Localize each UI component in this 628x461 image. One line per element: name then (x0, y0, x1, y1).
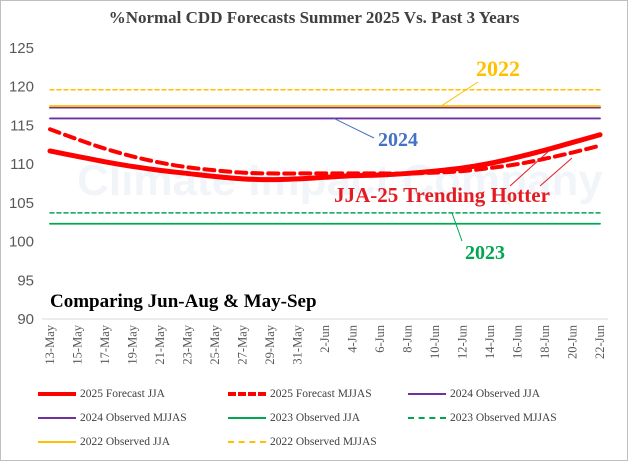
y-tick-label: 120 (9, 79, 34, 96)
legend-swatch (38, 392, 76, 396)
legend-item: 2024 Observed MJJAS (38, 412, 187, 424)
x-tick-label: 10-Jun (428, 324, 442, 359)
legend-item: 2022 Observed MJJAS (228, 436, 377, 448)
x-tick-label: 19-May (126, 324, 140, 364)
x-tick-label: 23-May (181, 324, 195, 364)
x-tick-label: 20-Jun (566, 324, 580, 359)
x-tick-label: 8-Jun (401, 324, 415, 353)
y-tick-label: 95 (17, 272, 34, 289)
y-tick-label: 105 (9, 195, 34, 212)
x-tick-label: 21-May (153, 324, 167, 364)
legend-swatch (38, 417, 76, 419)
x-tick-label: 22-Jun (593, 324, 607, 359)
series-line (48, 127, 602, 176)
x-tick-label: 14-Jun (483, 324, 497, 359)
legend-label: 2025 Forecast JJA (80, 388, 165, 400)
x-tick-label: 6-Jun (373, 324, 387, 353)
x-tick-label: 2-Jun (318, 324, 332, 353)
legend-item: 2023 Observed MJJAS (408, 412, 557, 424)
legend-item: 2022 Observed JJA (38, 436, 170, 448)
annotation-2023: 2023 (465, 242, 505, 264)
x-tick-label: 18-Jun (538, 324, 552, 359)
legend-swatch (408, 393, 446, 395)
x-tick-label: 29-May (263, 324, 277, 364)
y-tick-label: 100 (9, 234, 34, 251)
legend-item: 2025 Forecast JJA (38, 388, 165, 400)
leader-line-2022 (439, 81, 479, 108)
annotation-2024: 2024 (378, 129, 418, 151)
leader-line-hot-jja (509, 151, 549, 187)
x-tick-label: 4-Jun (346, 324, 360, 353)
legend-label: 2022 Observed MJJAS (270, 436, 377, 448)
legend-label: 2025 Forecast MJJAS (270, 388, 372, 400)
legend-swatch (228, 417, 266, 419)
legend-label: 2023 Observed MJJAS (450, 412, 557, 424)
x-tick-label: 12-Jun (456, 324, 470, 359)
legend-item: 2025 Forecast MJJAS (228, 388, 372, 400)
legend-label: 2023 Observed JJA (270, 412, 361, 424)
legend-item: 2024 Observed JJA (408, 388, 540, 400)
legend-swatch (38, 441, 76, 443)
legend-label: 2024 Observed MJJAS (80, 412, 187, 424)
legend-item: 2023 Observed JJA (228, 412, 360, 424)
x-tick-label: 13-May (43, 324, 57, 364)
leader-line-hot-mjjas (539, 157, 573, 187)
leader-line-2023 (451, 212, 463, 242)
x-tick-label: 25-May (208, 324, 222, 364)
x-tick-label: 15-May (71, 324, 85, 364)
legend-swatch (228, 392, 266, 396)
y-tick-label: 125 (9, 40, 34, 57)
legend-label: 2022 Observed JJA (80, 436, 171, 448)
x-tick-label: 17-May (98, 324, 112, 364)
legend-swatch (408, 417, 446, 419)
annotation-2022: 2022 (476, 56, 520, 81)
y-tick-label: 110 (10, 156, 34, 173)
annotation-comparing: Comparing Jun-Aug & May-Sep (50, 291, 317, 312)
y-tick-label: 115 (10, 117, 34, 134)
legend-label: 2024 Observed JJA (450, 388, 541, 400)
series-line (47, 132, 603, 183)
annotation-trending-hotter: JJA-25 Trending Hotter (334, 183, 550, 207)
legend-swatch (228, 441, 266, 443)
y-tick-label: 90 (17, 311, 34, 328)
x-tick-label: 16-Jun (511, 324, 525, 359)
x-tick-label: 31-May (291, 324, 305, 364)
leader-line-2024 (333, 118, 375, 139)
chart-title: %Normal CDD Forecasts Summer 2025 Vs. Pa… (108, 8, 520, 27)
x-tick-label: 27-May (236, 324, 250, 364)
